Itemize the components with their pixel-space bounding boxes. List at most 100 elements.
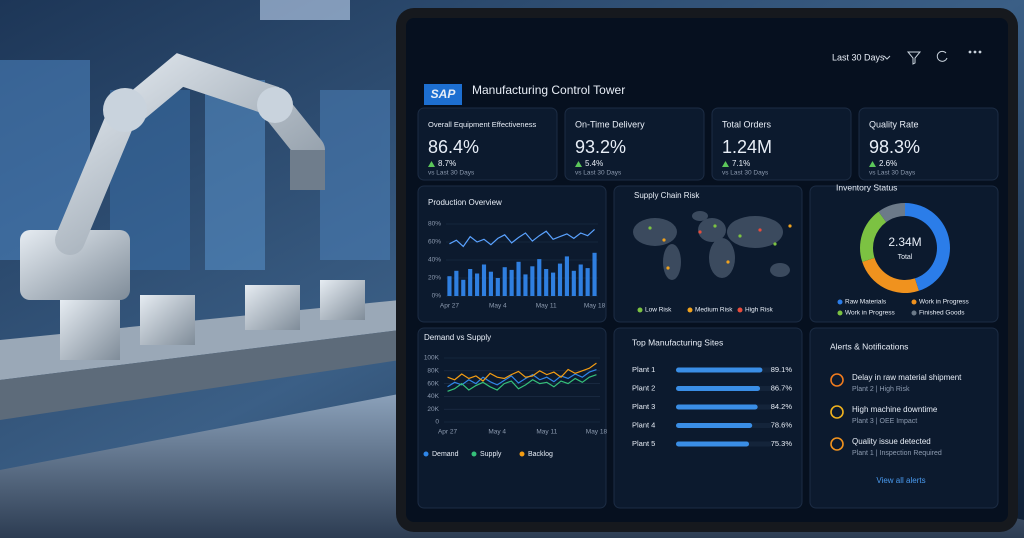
line [449,228,595,248]
donut-segment [860,211,887,262]
refresh-icon[interactable] [936,50,948,62]
bar [578,264,583,296]
y-tick-label: 100K [424,355,440,362]
bar [502,267,507,296]
world-map [633,211,790,280]
continent [709,238,735,278]
kpi-note: vs Last 30 Days [575,170,622,177]
bar [454,270,459,296]
donut-segment [862,257,919,293]
kpi-value: 93.2% [575,137,626,157]
filter-icon[interactable] [906,51,922,65]
bar [509,269,514,296]
legend-swatch [637,307,643,313]
x-tick-label: May 11 [536,429,557,436]
x-tick-label: Apr 27 [438,429,458,436]
panel [809,327,999,509]
panel [417,107,558,181]
risk-dot [726,260,730,264]
y-tick-label: 40% [428,257,441,264]
donut-value: 2.34M [888,235,921,249]
legend-label: Demand [432,451,459,458]
value-label: 75.3% [771,439,793,448]
conveyor [0,280,400,420]
x-tick-label: Apr 27 [440,303,460,310]
kpi-change: 7.1% [732,159,750,168]
risk-dot [738,234,742,238]
legend-label: Low Risk [645,307,672,314]
legend-swatch [911,310,917,316]
bar [537,259,542,296]
legend-label: Backlog [528,451,553,458]
view-all-link[interactable]: View all alerts [876,476,925,485]
legend-swatch [837,299,843,305]
period-selector[interactable]: Last 30 Days [832,52,885,62]
x-tick-label: May 4 [488,429,506,436]
legend-swatch [687,307,693,313]
line [447,374,597,392]
continent [698,218,726,242]
bar [676,423,753,428]
dashboard-title: Manufacturing Control Tower [472,83,625,97]
dropdown-caret[interactable] [883,55,891,60]
kpi-note: vs Last 30 Days [428,170,475,177]
bar [544,269,549,296]
continent [663,244,681,280]
up-arrow [575,161,582,167]
factory-windows [0,0,515,270]
kpi-note: vs Last 30 Days [869,170,916,177]
bar [447,276,452,296]
bar [676,386,761,391]
bar [585,268,590,296]
y-tick-label: 60% [428,239,441,246]
site-label: Plant 2 [632,383,655,392]
continent [770,263,790,277]
risk-dot [713,224,717,228]
y-tick-label: 80K [427,368,439,375]
kpi-label: Quality Rate [869,119,919,129]
alert-title: Quality issue detected [852,437,931,446]
panel [858,107,999,181]
y-tick-label: 20% [428,275,441,282]
logo: SAP [431,87,457,101]
site-label: Plant 4 [632,420,655,429]
legend-label: Work in Progress [845,310,895,317]
legend-swatch [911,299,917,305]
site-label: Plant 3 [632,402,655,411]
bar [564,256,569,296]
bar [530,266,535,296]
legend-swatch [837,310,843,316]
alert-icon [830,437,844,451]
y-tick-label: 0 [435,419,439,426]
bar [676,367,763,373]
continent [692,211,708,221]
up-arrow [869,161,876,167]
legend-label: Finished Goods [919,310,965,317]
kpi-value: 86.4% [428,137,479,157]
legend-label: Work in Progress [919,299,969,306]
legend-label: Supply [480,451,502,458]
bar [592,252,597,296]
continent [727,216,783,248]
x-tick-label: May 18 [586,429,608,436]
bar [468,269,473,296]
bar [488,271,493,296]
legend-swatch [423,451,429,457]
x-tick-label: May 11 [536,303,557,310]
more-icon[interactable] [968,50,982,54]
alert-icon [830,373,844,387]
kpi-label: On-Time Delivery [575,119,645,129]
value-label: 78.6% [771,420,793,429]
kpi-label: Total Orders [722,119,772,129]
panel [564,107,705,181]
panel-title: Alerts & Notifications [830,341,908,351]
risk-dot [698,230,702,234]
y-tick-label: 0% [432,293,442,300]
legend-swatch [519,451,525,457]
kpi-label: Overall Equipment Effectiveness [428,120,536,129]
alert-title: Delay in raw material shipment [852,373,962,382]
y-tick-label: 60K [427,380,439,387]
bar [551,272,556,296]
alert-detail: Plant 2 | High Risk [852,386,910,393]
donut-segment [878,203,905,223]
